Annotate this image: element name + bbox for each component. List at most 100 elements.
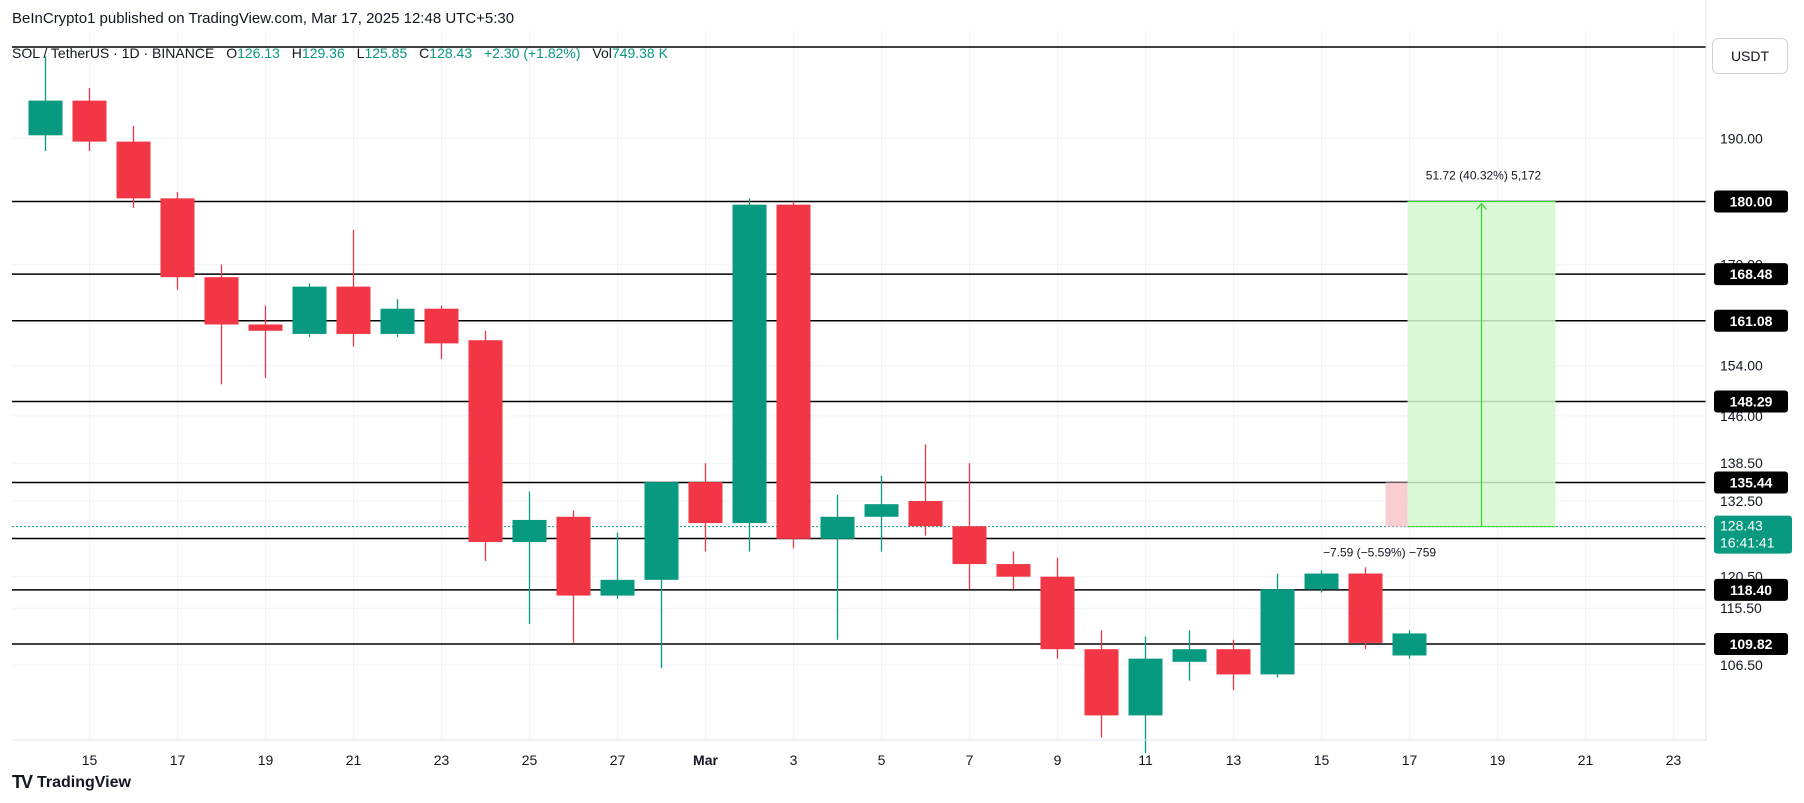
time-tick-label: 15 [1314, 752, 1330, 768]
candle-body [204, 277, 239, 325]
loss-label: −7.59 (−5.59%) −759 [1323, 546, 1436, 560]
candle-body [1216, 649, 1251, 675]
time-tick-label: 11 [1138, 752, 1153, 768]
level-price-tag-bg [1714, 263, 1788, 286]
candle-body [1304, 573, 1339, 590]
candle-body [688, 482, 723, 524]
change-value: +2.30 (+1.82%) [484, 45, 581, 61]
level-price-tag-bg [1714, 190, 1788, 213]
time-tick-label: 19 [1490, 752, 1506, 768]
candle-body [776, 204, 811, 539]
candle-body [72, 100, 107, 142]
symbol-name[interactable]: SOL / TetherUS · 1D · BINANCE [12, 45, 215, 61]
level-price-tag: 135.44 [1730, 474, 1773, 490]
level-price-tag-bg [1714, 633, 1788, 656]
time-axis: 15 17 19 21 23 25 27 Mar 3 5 7 9 11 13 15 17 19 21 23 [12, 739, 1706, 768]
tradingview-branding[interactable]: TV TradingView [12, 772, 131, 793]
open-value: 126.13 [237, 45, 280, 61]
candle-body [1040, 576, 1075, 650]
low-value: 125.85 [364, 45, 408, 61]
price-tick-label: 115.50 [1720, 600, 1762, 616]
candle-body [336, 286, 371, 334]
time-tick-label: 21 [346, 752, 362, 768]
long-position-tool: 51.72 (40.32%) 5,172 −7.59 (−5.59%) −759 [1323, 169, 1556, 560]
level-price-tag: 148.29 [1730, 393, 1773, 409]
candle-body [1260, 589, 1295, 675]
volume-label: Vol [592, 45, 612, 61]
level-price-tag-bg [1714, 309, 1788, 332]
candle-body [248, 324, 283, 331]
candle-body [556, 516, 591, 596]
time-tick-label: 9 [1054, 752, 1062, 768]
price-tick-label: 154.00 [1720, 357, 1763, 373]
candle-body [1392, 633, 1427, 656]
volume-value: 749.38 K [611, 45, 668, 61]
chart-grid [12, 30, 1706, 740]
price-tick-label: 132.50 [1720, 493, 1763, 509]
tradingview-brand-text: TradingView [37, 773, 131, 791]
candle-body [996, 564, 1031, 577]
time-tick-label: 13 [1226, 752, 1242, 768]
close-value: 128.43 [429, 45, 473, 61]
tradingview-logo-icon: TV [12, 772, 33, 792]
candle-body [28, 100, 63, 136]
price-tick-label: 138.50 [1720, 455, 1763, 471]
candle-body [1172, 649, 1207, 662]
time-tick-label: 19 [258, 752, 274, 768]
time-tick-label: 15 [82, 752, 98, 768]
level-price-tag: 168.48 [1730, 266, 1773, 282]
currency-button[interactable]: USDT [1712, 38, 1788, 74]
close-label: C [419, 45, 430, 61]
time-tick-label: 21 [1578, 752, 1594, 768]
time-tick-label: 17 [1402, 752, 1418, 768]
level-price-tag-bg [1714, 471, 1788, 494]
level-price-tag: 161.08 [1730, 313, 1773, 329]
level-price-tag-bg [1714, 390, 1788, 413]
loss-zone [1385, 482, 1408, 527]
candle-body [864, 504, 899, 517]
current-price-value: 128.43 [1720, 518, 1763, 534]
open-label: O [226, 45, 238, 61]
time-tick-label: 25 [522, 752, 538, 768]
profit-arrow-head [1476, 202, 1487, 210]
time-tick-label: Mar [693, 752, 718, 768]
candlesticks [28, 56, 1427, 754]
candle-body [424, 308, 459, 344]
candle-body [1348, 573, 1383, 643]
low-label: L [356, 45, 365, 61]
level-price-tag: 180.00 [1730, 194, 1773, 210]
time-tick-label: 17 [170, 752, 186, 768]
candle-body [908, 501, 943, 527]
high-label: H [291, 45, 302, 61]
level-price-tag: 118.40 [1730, 582, 1772, 598]
candle-body [380, 308, 415, 334]
symbol-legend[interactable]: SOL / TetherUS · 1D · BINANCE O126.13 H1… [12, 45, 668, 61]
time-tick-label: 7 [966, 752, 974, 768]
candle-body [512, 519, 547, 543]
time-tick-label: 5 [878, 752, 886, 768]
time-tick-label: 3 [790, 752, 798, 768]
current-price-tag-bg [1714, 515, 1792, 554]
time-tick-label: 23 [1666, 752, 1682, 768]
price-tick-label: 106.50 [1720, 657, 1763, 673]
bar-countdown: 16:41:41 [1720, 535, 1775, 551]
candle-body [952, 526, 987, 565]
price-axis: 190.00170.00154.00146.00138.50132.50120.… [1705, 0, 1792, 740]
high-value: 129.36 [301, 45, 345, 61]
level-price-tag-bg [1714, 578, 1788, 601]
candle-body [292, 286, 327, 334]
candle-body [732, 204, 767, 524]
time-tick-label: 23 [434, 752, 450, 768]
candle-body [600, 579, 635, 596]
profit-label: 51.72 (40.32%) 5,172 [1426, 169, 1542, 183]
candle-body [160, 198, 195, 278]
time-tick-label: 27 [610, 752, 626, 768]
candle-body [468, 340, 503, 543]
price-tick-label: 190.00 [1720, 130, 1763, 146]
level-price-tag: 109.82 [1730, 636, 1773, 652]
candle-body [116, 141, 151, 199]
candle-body [820, 516, 855, 539]
publisher-caption: BeInCrypto1 published on TradingView.com… [12, 10, 515, 27]
candle-body [1128, 658, 1163, 716]
